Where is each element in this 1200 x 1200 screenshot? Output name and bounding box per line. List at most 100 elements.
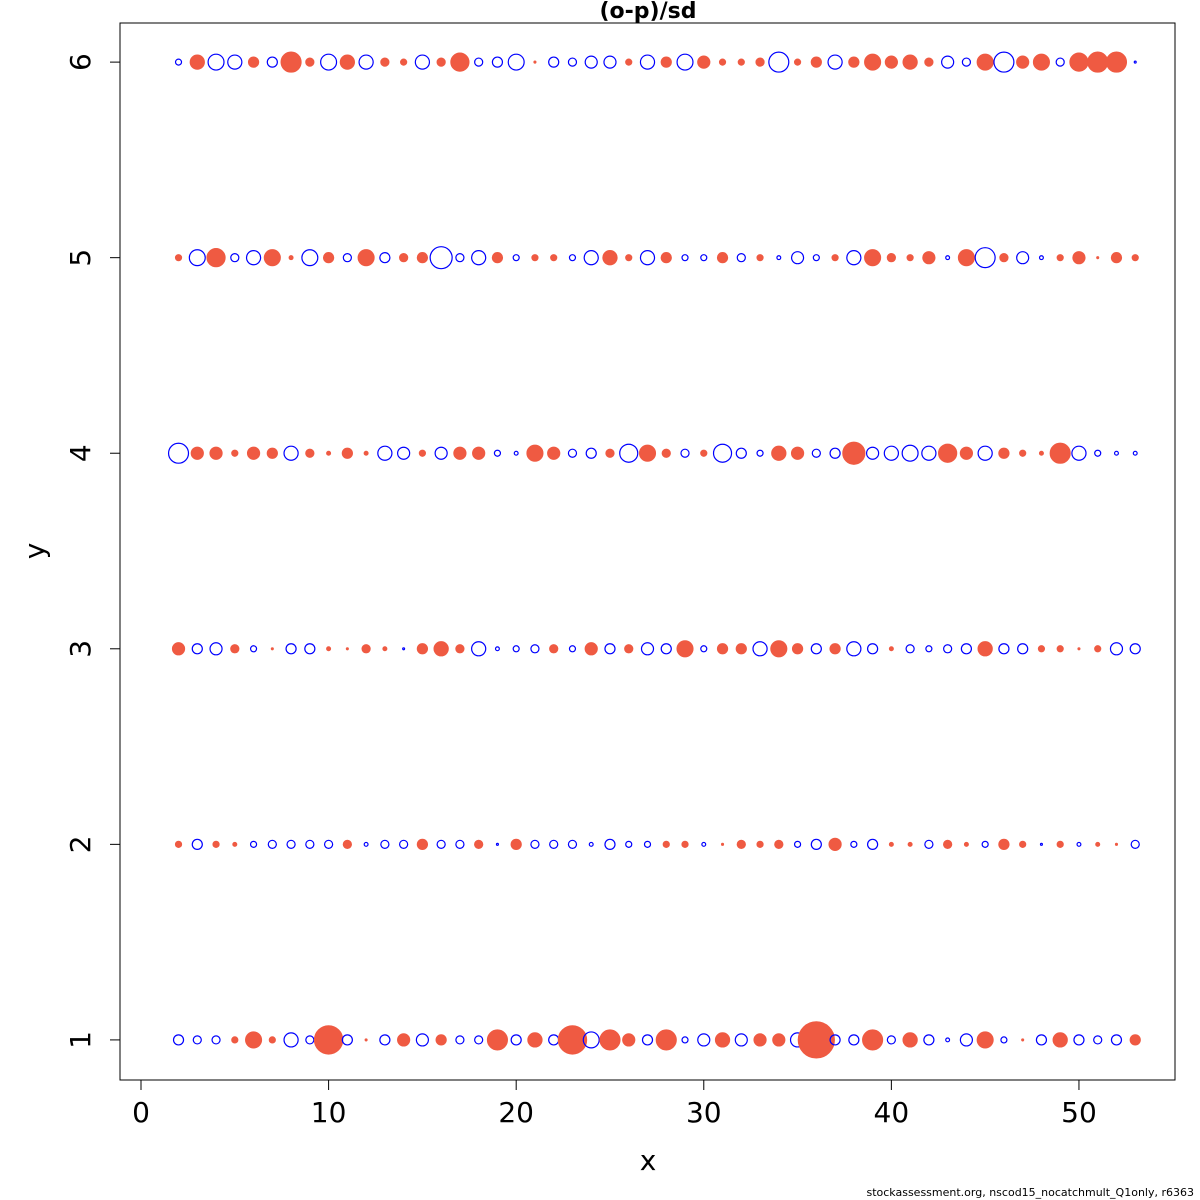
bubble bbox=[474, 1035, 484, 1045]
bubble bbox=[846, 250, 862, 266]
bubble bbox=[361, 644, 371, 654]
bubble bbox=[305, 57, 315, 67]
bubble bbox=[998, 643, 1010, 655]
bubble bbox=[1055, 57, 1065, 67]
bubble bbox=[174, 58, 183, 66]
bubble bbox=[660, 252, 672, 264]
bubble bbox=[283, 445, 299, 461]
bubble bbox=[829, 643, 841, 655]
bubble bbox=[557, 1025, 588, 1055]
bubble bbox=[866, 643, 879, 655]
bubble bbox=[945, 255, 951, 261]
x-tick-label: 20 bbox=[498, 1096, 534, 1129]
bubble bbox=[1077, 647, 1081, 651]
bubble bbox=[772, 1033, 786, 1047]
bubble bbox=[922, 251, 936, 265]
bubble bbox=[1016, 251, 1030, 265]
bubble bbox=[397, 1033, 411, 1047]
bubble bbox=[701, 841, 707, 847]
bubble bbox=[377, 445, 393, 461]
bubble bbox=[676, 640, 694, 658]
bubble bbox=[776, 255, 782, 261]
bubble bbox=[1093, 1035, 1103, 1045]
bubble bbox=[191, 838, 203, 850]
bubble bbox=[862, 1029, 884, 1051]
bubble bbox=[305, 448, 315, 458]
bubble bbox=[1114, 842, 1119, 846]
bubble bbox=[1109, 642, 1124, 656]
bubble bbox=[527, 1032, 543, 1048]
bubble bbox=[831, 254, 839, 262]
bubble bbox=[249, 645, 258, 653]
bubble bbox=[604, 643, 616, 655]
bubble bbox=[450, 52, 470, 72]
bubble bbox=[320, 53, 338, 71]
bubble bbox=[829, 447, 841, 459]
bubble bbox=[1071, 445, 1087, 461]
bubble bbox=[358, 54, 374, 70]
bubble bbox=[924, 839, 934, 849]
bubble bbox=[382, 646, 388, 652]
bubble bbox=[339, 54, 356, 70]
bubble bbox=[491, 252, 504, 264]
bubble bbox=[267, 839, 277, 849]
bubble bbox=[625, 840, 633, 848]
bubble bbox=[1096, 256, 1100, 260]
plot-box bbox=[119, 22, 1176, 1081]
bubble bbox=[471, 250, 487, 266]
bubble bbox=[549, 839, 559, 849]
bubble bbox=[172, 1034, 185, 1046]
bubble bbox=[326, 646, 332, 652]
bubble bbox=[681, 254, 689, 262]
bubble bbox=[493, 449, 502, 457]
bubble bbox=[999, 253, 1009, 263]
bubble bbox=[209, 446, 223, 460]
bubble bbox=[322, 252, 335, 264]
bubble bbox=[1105, 51, 1128, 73]
bubble bbox=[531, 254, 539, 262]
bubble bbox=[471, 641, 487, 657]
bubble bbox=[246, 446, 261, 460]
bubble bbox=[622, 1033, 636, 1047]
bubble bbox=[305, 839, 315, 849]
bubble bbox=[190, 446, 204, 460]
bubble bbox=[768, 51, 790, 73]
bubble bbox=[588, 841, 594, 847]
bubble bbox=[342, 839, 352, 849]
bubble bbox=[735, 643, 747, 655]
bubble bbox=[811, 448, 821, 458]
bubble bbox=[397, 446, 411, 460]
bubble bbox=[495, 842, 499, 846]
bubble bbox=[305, 1035, 315, 1045]
bubble bbox=[793, 58, 802, 66]
bubble bbox=[512, 645, 520, 653]
bubble bbox=[901, 444, 919, 462]
bubble bbox=[736, 253, 746, 263]
bubble bbox=[1129, 1034, 1141, 1046]
bubble bbox=[548, 56, 560, 68]
chart-title: (o-p)/sd bbox=[600, 0, 697, 24]
bubble bbox=[357, 249, 375, 267]
bubble bbox=[270, 647, 274, 651]
bubble bbox=[810, 56, 822, 68]
bubble bbox=[791, 643, 804, 655]
bubble bbox=[720, 842, 725, 846]
bubble bbox=[436, 839, 446, 849]
y-tick-label: 6 bbox=[64, 53, 97, 71]
y-tick-label: 4 bbox=[64, 444, 97, 462]
bubble bbox=[1129, 643, 1141, 655]
y-tick-label: 5 bbox=[64, 249, 97, 267]
bubble bbox=[790, 251, 805, 265]
bubble bbox=[676, 53, 694, 71]
bubble bbox=[866, 838, 879, 850]
bubble bbox=[639, 250, 656, 266]
bubble bbox=[716, 643, 729, 655]
bubble bbox=[756, 254, 764, 262]
bubble bbox=[530, 839, 540, 849]
bubble bbox=[737, 58, 745, 66]
x-tick-label: 50 bbox=[1061, 1096, 1097, 1129]
bubble bbox=[1019, 449, 1027, 457]
bubble bbox=[846, 641, 862, 657]
bubble bbox=[736, 839, 746, 849]
bubble bbox=[474, 57, 484, 67]
